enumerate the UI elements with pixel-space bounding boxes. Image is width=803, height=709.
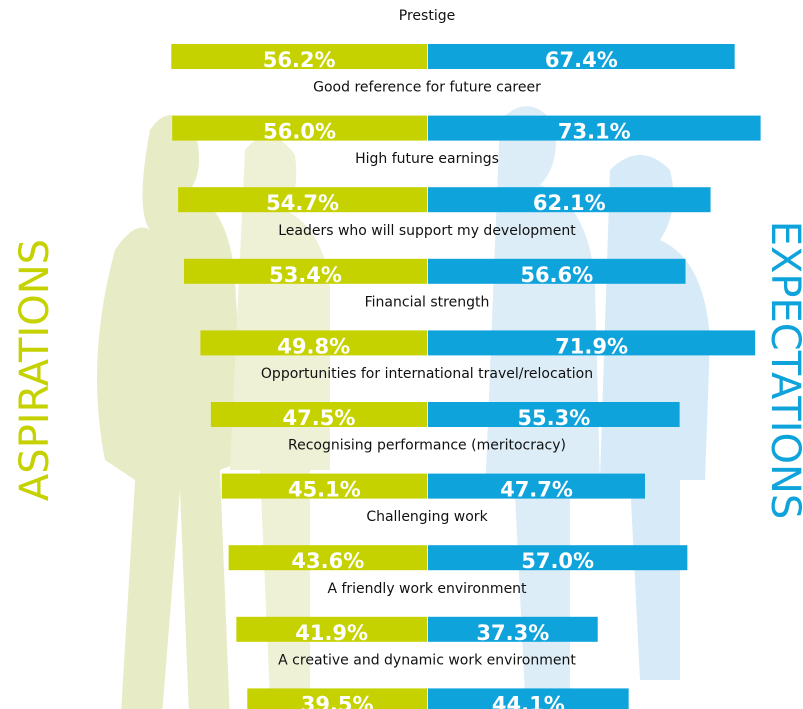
category-label: Leaders who will support my development <box>278 223 576 239</box>
value-label: 56.0% <box>263 120 336 144</box>
value-label: 45.1% <box>288 478 361 502</box>
bar <box>178 187 427 213</box>
value-label: 39.5% <box>301 692 374 709</box>
bar <box>172 115 427 141</box>
value-label: 37.3% <box>476 621 549 645</box>
category-label: Good reference for future career <box>313 80 541 96</box>
value-label: 67.4% <box>545 48 618 72</box>
value-label: 56.2% <box>263 48 336 72</box>
value-label: 56.6% <box>520 263 593 287</box>
category-label: Challenging work <box>366 509 488 525</box>
category-label: A creative and dynamic work environment <box>278 652 576 668</box>
bar <box>228 545 427 571</box>
category-label: Opportunities for international travel/r… <box>261 366 593 382</box>
value-label: 44.1% <box>492 692 565 709</box>
bar <box>428 545 688 571</box>
value-label: 47.5% <box>283 406 356 430</box>
bar <box>236 616 427 642</box>
value-label: 71.9% <box>555 334 628 358</box>
bar <box>221 473 427 499</box>
value-label: 53.4% <box>269 263 342 287</box>
bar <box>428 330 756 356</box>
bar <box>428 44 735 69</box>
bar <box>210 402 427 427</box>
series-label-right: EXPECTATIONS <box>762 221 803 520</box>
bar <box>428 402 680 427</box>
value-label: 62.1% <box>533 191 606 215</box>
value-label: 43.6% <box>291 549 364 573</box>
bar <box>184 258 427 284</box>
category-label: Prestige <box>399 8 455 24</box>
bar <box>428 688 629 709</box>
bar <box>428 258 686 284</box>
silhouette <box>485 106 600 695</box>
bar <box>428 616 598 642</box>
series-label-left: ASPIRATIONS <box>12 239 58 501</box>
value-label: 57.0% <box>521 549 594 573</box>
bar <box>171 44 427 69</box>
bar <box>428 115 761 141</box>
value-label: 47.7% <box>500 478 573 502</box>
category-label: High future earnings <box>355 151 499 167</box>
bar <box>200 330 427 356</box>
value-label: 49.8% <box>277 334 350 358</box>
bar <box>428 187 711 213</box>
value-label: 41.9% <box>295 621 368 645</box>
value-label: 73.1% <box>558 120 631 144</box>
bar <box>247 688 427 709</box>
bar <box>428 473 646 499</box>
value-label: 54.7% <box>266 191 339 215</box>
category-label: Recognising performance (meritocracy) <box>288 438 566 454</box>
category-label: A friendly work environment <box>327 581 527 597</box>
value-label: 55.3% <box>517 406 590 430</box>
category-label: Financial strength <box>365 294 490 310</box>
